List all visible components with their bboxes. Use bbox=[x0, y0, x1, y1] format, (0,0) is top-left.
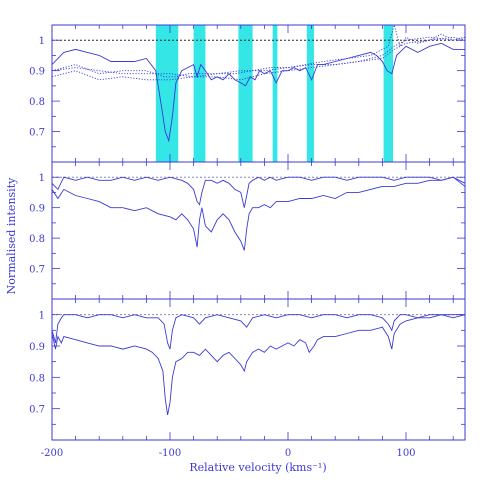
y-tick-label: 0.9 bbox=[29, 67, 45, 78]
highlight-band-2 bbox=[238, 25, 253, 162]
y-tick-label: 0.7 bbox=[29, 405, 45, 416]
x-tick-label: -100 bbox=[159, 448, 181, 459]
x-axis-label: Relative velocity (kms⁻¹) bbox=[189, 461, 326, 474]
highlight-band-1 bbox=[193, 25, 206, 162]
series-line-0 bbox=[52, 176, 465, 208]
panel-frame bbox=[51, 298, 466, 441]
y-tick-label: 1 bbox=[39, 173, 45, 184]
y-tick-label: 0.7 bbox=[29, 265, 45, 276]
y-tick-label: 0.9 bbox=[29, 342, 45, 353]
y-tick-label: 0.7 bbox=[29, 128, 45, 139]
x-tick-label: 0 bbox=[285, 448, 291, 459]
series-line-1 bbox=[52, 314, 465, 415]
x-tick-label: 100 bbox=[396, 448, 415, 459]
highlight-band-4 bbox=[306, 25, 314, 162]
y-tick-label: 1 bbox=[39, 36, 45, 47]
x-tick-label: -200 bbox=[41, 448, 63, 459]
series-line-0 bbox=[52, 314, 465, 350]
series-line-3 bbox=[52, 36, 465, 78]
series-line-0 bbox=[52, 42, 465, 143]
panel-bottom: 0.7 0.8 0.9 1 -200 -100 0 100 bbox=[29, 298, 466, 459]
highlight-band-5 bbox=[383, 25, 394, 162]
panel-frame bbox=[51, 24, 466, 163]
y-axis-label: Normalised intensity bbox=[5, 177, 18, 294]
highlight-band-3 bbox=[272, 25, 278, 162]
highlight-band-0 bbox=[155, 25, 179, 162]
panel-middle: 0.7 0.8 0.9 1 bbox=[29, 161, 466, 300]
series-line-2 bbox=[52, 36, 465, 81]
y-tick-label: 0.8 bbox=[29, 97, 45, 108]
panel-top: 0.7 0.8 0.9 1 bbox=[29, 24, 466, 163]
y-tick-label: 0.9 bbox=[29, 204, 45, 215]
y-tick-label: 0.8 bbox=[29, 234, 45, 245]
y-tick-label: 1 bbox=[39, 311, 45, 322]
y-tick-label: 0.8 bbox=[29, 373, 45, 384]
series-line-1 bbox=[52, 176, 465, 251]
series-line-1 bbox=[52, 25, 465, 78]
panel-frame bbox=[51, 161, 466, 300]
